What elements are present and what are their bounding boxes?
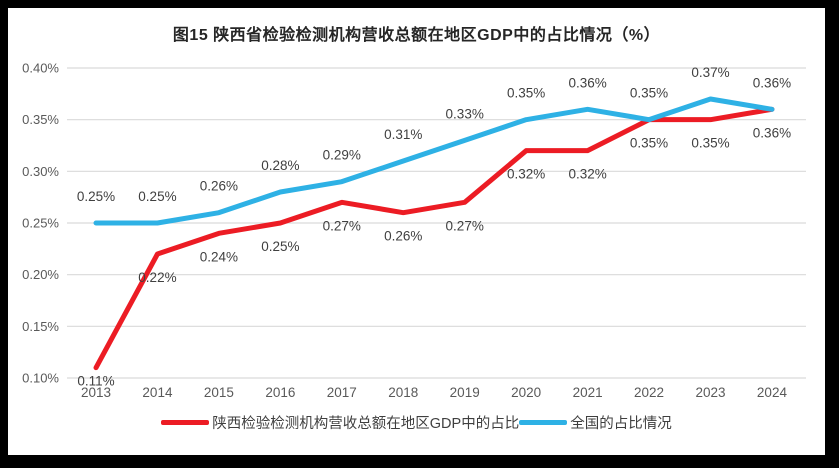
y-tick-label: 0.30% [22, 164, 59, 179]
y-tick-label: 0.15% [22, 319, 59, 334]
y-tick-label: 0.10% [22, 371, 59, 386]
data-label: 0.35% [630, 136, 668, 151]
x-tick-label: 2014 [142, 385, 173, 400]
legend-label-shaanxi: 陕西检验检测机构营收总额在地区GDP中的占比 [212, 415, 520, 432]
y-axis-labels: 0.40% 0.35% 0.30% 0.25% 0.20% 0.15% 0.10% [22, 61, 59, 386]
data-label: 0.25% [138, 189, 176, 204]
legend-label-national: 全国的占比情况 [570, 415, 672, 432]
data-label: 0.28% [261, 158, 299, 173]
series-line-0 [93, 106, 775, 371]
x-tick-label: 2019 [450, 385, 480, 400]
legend-item-national: 全国的占比情况 [519, 412, 672, 433]
series-line-1 [93, 96, 775, 226]
data-label: 0.26% [200, 179, 238, 194]
data-label: 0.25% [77, 189, 115, 204]
data-label: 0.27% [446, 218, 484, 233]
data-label: 0.29% [323, 148, 361, 163]
gridlines [67, 67, 806, 379]
legend-swatch-blue-line-icon [519, 419, 568, 425]
data-label: 0.36% [753, 75, 791, 90]
data-label: 0.36% [568, 75, 606, 90]
data-label: 0.33% [446, 106, 484, 121]
y-tick-label: 0.25% [22, 216, 59, 231]
data-label: 0.35% [691, 136, 729, 151]
data-label: 0.24% [200, 249, 238, 264]
x-tick-label: 2018 [388, 385, 418, 400]
x-tick-label: 2013 [81, 385, 111, 400]
x-tick-label: 2020 [511, 385, 541, 400]
x-tick-label: 2022 [634, 385, 664, 400]
data-label: 0.32% [568, 167, 606, 182]
chart-frame: 图15 陕西省检验检测机构营收总额在地区GDP中的占比情况（%） 0.40% 0.… [8, 8, 825, 455]
data-label: 0.35% [507, 86, 545, 101]
data-label: 0.22% [138, 270, 176, 285]
data-label: 0.25% [261, 239, 299, 254]
data-label: 0.31% [384, 127, 422, 142]
x-tick-label: 2023 [695, 385, 725, 400]
x-tick-label: 2017 [327, 385, 357, 400]
data-label: 0.11% [77, 374, 114, 389]
x-tick-label: 2015 [204, 385, 234, 400]
series-labels-1: 0.25% 0.25% 0.26% 0.28% 0.29% 0.31% 0.33% 0.35%… [77, 65, 791, 204]
data-label: 0.35% [630, 86, 668, 101]
line-chart: 0.40%0.35%0.30%0.25%0.20%0.15%0.10%2013 2… [22, 61, 806, 400]
y-tick-label: 0.40% [22, 61, 59, 76]
x-tick-label: 2021 [573, 385, 603, 400]
x-tick-label: 2016 [265, 385, 295, 400]
data-label: 0.37% [691, 65, 729, 80]
data-label: 0.32% [507, 167, 545, 182]
data-label: 0.36% [753, 125, 791, 140]
data-label: 0.26% [384, 229, 422, 244]
x-tick-label: 2024 [757, 385, 788, 400]
x-axis-labels: 2013 2014 2015 2016 2017 2018 2019 2020 2021 2022… [81, 385, 787, 400]
data-label: 0.27% [323, 218, 361, 233]
series-labels-0: 0.11% 0.22% 0.24% 0.25% 0.27% 0.26% 0.27% 0.32%… [77, 125, 791, 388]
y-tick-label: 0.35% [22, 112, 59, 127]
y-tick-label: 0.20% [22, 267, 59, 282]
chart-title: 图15 陕西省检验检测机构营收总额在地区GDP中的占比情况（%） [172, 27, 661, 44]
legend: 陕西检验检测机构营收总额在地区GDP中的占比 全国的占比情况 [8, 411, 825, 433]
legend-swatch-red-line-icon [161, 419, 210, 425]
legend-item-shaanxi: 陕西检验检测机构营收总额在地区GDP中的占比 [161, 412, 519, 433]
